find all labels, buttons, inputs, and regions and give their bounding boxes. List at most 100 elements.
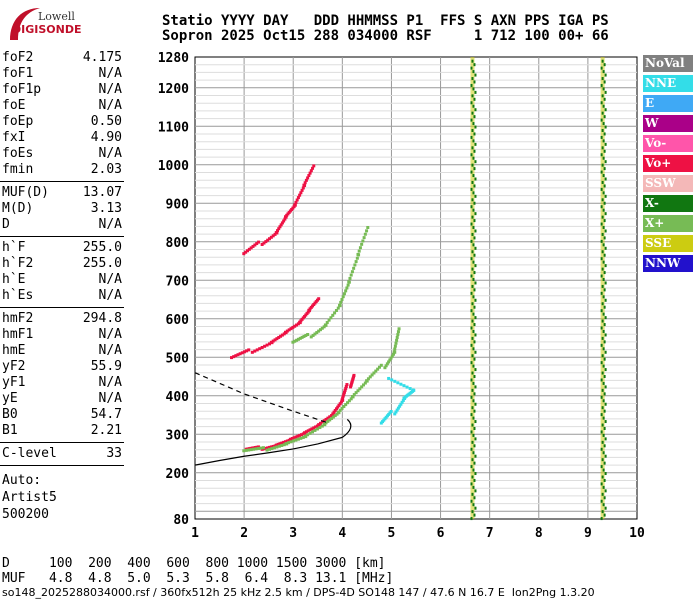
param-value: N/A [98, 82, 122, 97]
echo-point [249, 246, 253, 250]
echo-point [395, 338, 399, 342]
echo-point [311, 166, 315, 170]
band-echo-point [601, 302, 604, 306]
band-echo-point [471, 111, 474, 115]
band-echo-point [472, 122, 475, 126]
band-echo-point [603, 305, 606, 309]
y-tick-label: 900 [166, 197, 190, 212]
dmuf-muf-row: MUF 4.8 4.8 5.0 5.3 5.8 6.4 8.3 13.1 [MH… [2, 571, 394, 586]
echo-point [293, 324, 297, 328]
echo-point [230, 356, 234, 360]
echo-point [336, 306, 340, 310]
y-tick-label: 200 [166, 467, 190, 482]
band-echo-point [473, 288, 476, 292]
profile-curve-tip [341, 418, 352, 438]
echo-point [331, 415, 335, 419]
band-echo-point [604, 298, 607, 302]
echo-point [296, 337, 300, 341]
band-echo-point [474, 160, 477, 164]
param-value: N/A [98, 98, 122, 113]
echo-point [300, 335, 304, 339]
echo-point [338, 408, 342, 412]
echo-point [275, 337, 279, 341]
echo-point [282, 332, 286, 336]
echo-point [408, 387, 412, 391]
band-echo-point [470, 291, 473, 295]
interference-band [470, 57, 475, 519]
echo-point [354, 260, 358, 264]
echo-point [312, 426, 316, 430]
param-label: hmF1 [2, 327, 34, 342]
echo-point [306, 429, 310, 433]
band-echo-point [603, 478, 606, 482]
band-echo-point [473, 63, 476, 67]
band-echo-point [601, 458, 604, 462]
band-echo-point [602, 416, 605, 420]
band-echo-point [600, 326, 603, 330]
x-tick-label: 6 [437, 526, 445, 541]
band-echo-point [600, 257, 603, 261]
band-echo-point [472, 260, 475, 264]
band-echo-point [470, 326, 473, 330]
band-echo-point [474, 316, 477, 320]
param-row-fxi: fxI 4.90 [2, 130, 122, 146]
echo-point [341, 295, 345, 299]
echo-point [328, 418, 332, 422]
echo-point [342, 390, 346, 394]
param-separator [0, 181, 124, 182]
echo-point [396, 333, 400, 337]
param-row-hme: hmE N/A [2, 343, 122, 359]
band-echo-point [603, 236, 606, 240]
y-tick-label: 700 [166, 274, 190, 289]
echo-point [294, 435, 298, 439]
echo-point [262, 241, 266, 245]
echo-point [397, 327, 401, 331]
param-value: 2.21 [90, 423, 122, 438]
echo-point [288, 437, 292, 441]
echo-point [337, 403, 341, 407]
echo-point [274, 231, 278, 235]
echo-point [383, 366, 387, 370]
band-echo-point [600, 309, 603, 313]
band-echo-point [474, 125, 477, 129]
band-echo-point [472, 485, 475, 489]
band-echo-point [603, 340, 606, 344]
param-row-md: M(D) 3.13 [2, 201, 122, 217]
band-echo-point [473, 149, 476, 153]
band-echo-point [473, 478, 476, 482]
band-echo-point [473, 201, 476, 205]
param-value: N/A [98, 288, 122, 303]
echo-point [273, 338, 277, 342]
y-tick-label: 1280 [158, 51, 189, 66]
param-row-hmf2: hmF2 294.8 [2, 311, 122, 327]
echo-point [303, 431, 307, 435]
echo-point [394, 341, 398, 345]
echo-point [278, 442, 282, 446]
band-echo-point [472, 347, 475, 351]
echo-point [339, 400, 343, 404]
x-tick-label: 3 [289, 526, 297, 541]
band-echo-point [472, 156, 475, 160]
param-value: N/A [98, 375, 122, 390]
band-echo-point [474, 264, 477, 268]
echo-point [257, 446, 261, 450]
param-label: h`Es [2, 288, 34, 303]
param-row-hf: h`F 255.0 [2, 240, 122, 256]
echo-point [333, 311, 337, 315]
x-tick-label: 4 [338, 526, 346, 541]
band-echo-point [471, 284, 474, 288]
band-echo-point [602, 174, 605, 178]
echo-point [280, 443, 284, 447]
echo-point [320, 420, 324, 424]
param-label: B0 [2, 407, 18, 422]
param-label: M(D) [2, 201, 34, 216]
echo-point [279, 223, 283, 227]
y-tick-label: 600 [166, 313, 190, 328]
band-echo-point [470, 309, 473, 313]
band-echo-point [472, 503, 475, 507]
auto-artist: Artist5 [2, 490, 57, 505]
band-echo-point [471, 371, 474, 375]
echo-point [315, 331, 319, 335]
band-echo-point [603, 513, 606, 517]
param-label: foF2 [2, 50, 34, 65]
